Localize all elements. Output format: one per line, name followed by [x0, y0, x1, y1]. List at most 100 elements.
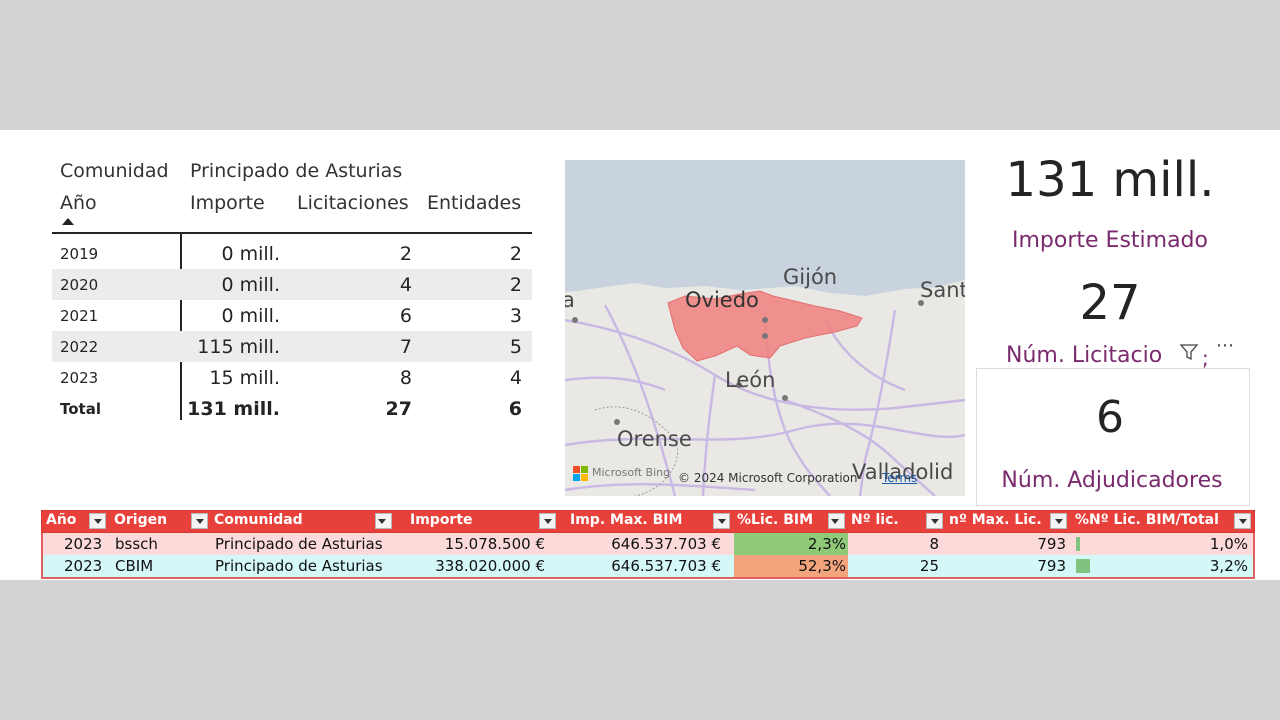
cell-entidades: 2 [509, 243, 522, 265]
map-label-gijon: Gijón [783, 265, 838, 289]
table-row[interactable]: 2022 115 mill. 7 5 [52, 331, 532, 362]
table-row[interactable]: 2023 15 mill. 8 4 [52, 362, 532, 393]
filter-dropdown-icon[interactable] [713, 513, 730, 529]
map-visual[interactable]: Gijón Oviedo Sant a León Orense Valladol… [565, 160, 965, 496]
column-header-importe[interactable]: Importe [190, 192, 265, 214]
excel-header-comunidad: Comunidad [214, 512, 303, 528]
cell-entidades: 4 [509, 367, 522, 389]
cell-licitaciones: 7 [399, 336, 412, 358]
leon-dot [736, 382, 742, 388]
cell-licitaciones: 6 [399, 305, 412, 327]
table-row[interactable]: 2020 0 mill. 4 2 [52, 269, 532, 300]
total-entidades: 6 [508, 398, 522, 420]
cell-n-lic: 25 [919, 557, 939, 575]
cell-importe: 15.078.500 € [444, 535, 545, 553]
row-year: 2022 [60, 338, 99, 356]
cell-importe: 0 mill. [221, 274, 280, 296]
more-options-icon[interactable]: ⋯ [1216, 335, 1235, 356]
terms-link[interactable]: Terms [882, 471, 918, 485]
excel-header-pct-total: %Nº Lic. BIM/Total [1075, 512, 1219, 528]
excel-header-ano: Año [46, 512, 77, 528]
matrix-header: Comunidad Principado de Asturias Año Imp… [52, 158, 532, 232]
cell-importe: 338.020.000 € [435, 557, 545, 575]
cell-licitaciones: 4 [399, 274, 412, 296]
report-canvas: Comunidad Principado de Asturias Año Imp… [0, 130, 1280, 580]
cell-licitaciones: 2 [399, 243, 412, 265]
column-header-licitaciones[interactable]: Licitaciones [297, 192, 409, 214]
cell-pct-lic: 2,3% [807, 535, 846, 553]
excel-header-n-lic: Nº lic. [851, 512, 899, 528]
map-label-oviedo: Oviedo [685, 288, 759, 312]
orense-dot [614, 419, 620, 425]
header-divider [52, 232, 532, 234]
row-header-divider [180, 234, 182, 420]
cell-ano: 2023 [64, 535, 103, 553]
asturias-region[interactable] [667, 290, 863, 362]
map-label-santander: Sant [920, 278, 965, 302]
importe-card-value: 131 mill. [1005, 152, 1215, 208]
row-year: 2021 [60, 307, 99, 325]
filter-active-icon[interactable] [375, 513, 392, 529]
filter-dropdown-icon[interactable] [89, 513, 106, 529]
column-header-comunidad: Comunidad [60, 160, 169, 182]
adjudicadores-card[interactable] [976, 368, 1250, 506]
filter-dropdown-icon[interactable] [1234, 513, 1251, 529]
microsoft-logo-icon [573, 466, 589, 482]
data-bar [1076, 537, 1080, 551]
total-row: Total 131 mill. 27 6 [52, 393, 532, 424]
cell-comunidad: Principado de Asturias [215, 557, 383, 575]
licitaciones-card-value: 27 [1079, 275, 1141, 331]
cell-entidades: 5 [509, 336, 522, 358]
oviedo-dot [762, 317, 768, 323]
filter-dropdown-icon[interactable] [1050, 513, 1067, 529]
sort-ascending-icon[interactable] [62, 218, 74, 225]
filter-active-icon[interactable] [828, 513, 845, 529]
cell-origen: bssch [115, 535, 158, 553]
row-year: 2020 [60, 276, 99, 294]
row-year: 2019 [60, 245, 99, 263]
table-row[interactable]: 2023 bssch Principado de Asturias 15.078… [41, 533, 1255, 555]
sea-area [565, 160, 965, 296]
adjudicadores-card-label: Núm. Adjudicadores [1001, 468, 1223, 493]
filter-dropdown-icon[interactable] [191, 513, 208, 529]
licitaciones-card-label: Núm. Licitacio [1006, 343, 1163, 368]
matrix-table: Comunidad Principado de Asturias Año Imp… [52, 158, 532, 420]
city-dot [762, 333, 768, 339]
importe-card-label: Importe Estimado [1012, 228, 1208, 253]
table-row[interactable]: 2019 0 mill. 2 2 [52, 238, 532, 269]
excel-header-row: Año Origen Comunidad Importe Imp. Max. B… [41, 510, 1255, 533]
filter-dropdown-icon[interactable] [539, 513, 556, 529]
filter-icon[interactable] [1179, 342, 1199, 362]
semicolon-glyph: ; [1202, 346, 1209, 370]
cell-imp-max: 646.537.703 € [611, 557, 721, 575]
comunidad-value-header[interactable]: Principado de Asturias [190, 160, 403, 182]
excel-header-importe: Importe [410, 512, 473, 528]
column-header-ano[interactable]: Año [60, 192, 97, 214]
cell-pct-lic: 52,3% [798, 557, 846, 575]
cell-licitaciones: 8 [399, 367, 412, 389]
column-header-entidades[interactable]: Entidades [427, 192, 522, 214]
total-licitaciones: 27 [385, 398, 412, 420]
map-canvas [565, 160, 965, 496]
map-label-valladolid: Valladolid [852, 460, 954, 484]
cell-pct-total: 3,2% [1209, 557, 1248, 575]
excel-header-n-max: nº Max. Lic. [949, 512, 1042, 528]
map-label-leon: León [725, 368, 776, 392]
cell-n-max: 793 [1037, 535, 1066, 553]
total-label: Total [60, 400, 101, 418]
cell-n-max: 793 [1037, 557, 1066, 575]
cell-importe: 15 mill. [209, 367, 280, 389]
excel-table: Año Origen Comunidad Importe Imp. Max. B… [41, 510, 1255, 579]
excel-header-imp-max: Imp. Max. BIM [570, 512, 683, 528]
pct-lic-cell [734, 555, 848, 577]
cell-n-lic: 8 [929, 535, 939, 553]
cell-pct-total: 1,0% [1209, 535, 1248, 553]
table-row[interactable]: 2023 CBIM Principado de Asturias 338.020… [41, 555, 1255, 579]
cell-importe: 0 mill. [221, 243, 280, 265]
map-copyright: © 2024 Microsoft Corporation [678, 471, 858, 485]
table-row[interactable]: 2021 0 mill. 6 3 [52, 300, 532, 331]
filter-dropdown-icon[interactable] [926, 513, 943, 529]
total-importe: 131 mill. [187, 398, 280, 420]
excel-header-origen: Origen [114, 512, 168, 528]
map-label-partial: a [565, 288, 575, 312]
